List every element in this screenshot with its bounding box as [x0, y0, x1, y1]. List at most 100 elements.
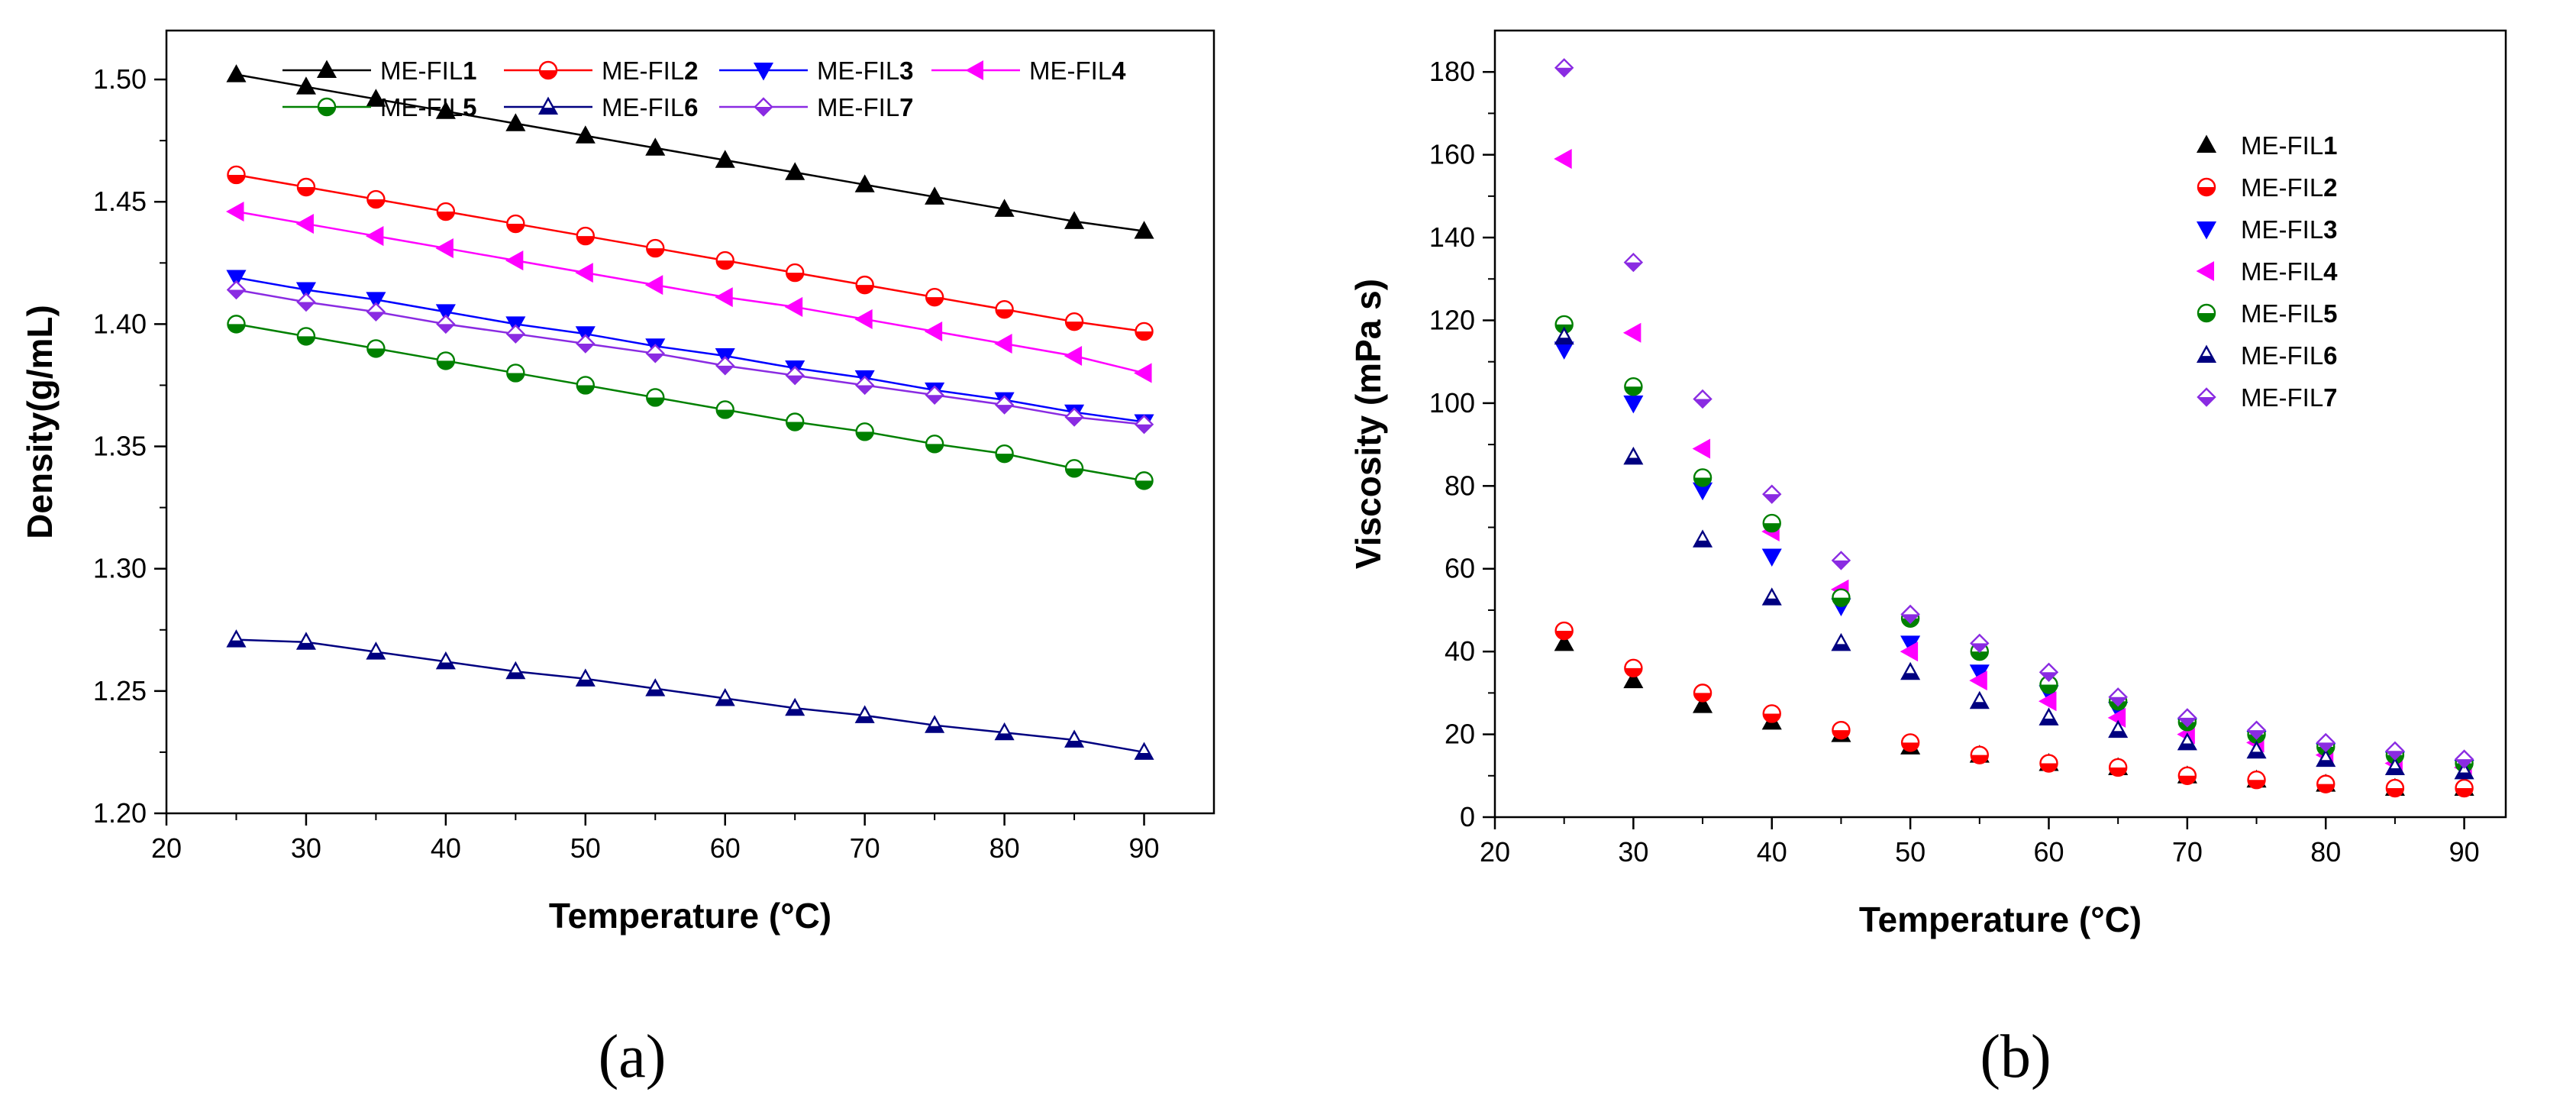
density-point-me-fil7 [505, 324, 526, 344]
density-point-me-fil1 [994, 199, 1015, 217]
density-y-tick-label: 1.35 [93, 431, 147, 462]
viscosity-legend-marker-me-fil7 [2197, 387, 2216, 407]
viscosity-y-tick-label: 60 [1445, 553, 1475, 584]
density-point-me-fil7 [366, 302, 386, 322]
density-point-me-fil7 [436, 314, 456, 334]
density-point-me-fil6 [435, 651, 456, 670]
viscosity-point-me-fil2 [2385, 778, 2405, 798]
density-point-me-fil5 [715, 400, 734, 419]
panel-label-a: (a) [599, 1023, 667, 1091]
density-point-me-fil1 [435, 101, 456, 119]
viscosity-point-me-fil7 [2385, 741, 2405, 761]
viscosity-legend-marker-me-fil3 [2196, 221, 2217, 240]
viscosity-point-me-fil2 [2316, 774, 2336, 793]
viscosity-legend-label-me-fil1: ME-FIL1 [2241, 131, 2338, 160]
density-plot-frame [165, 29, 1215, 815]
viscosity-series-me-fil2 [1554, 621, 2474, 798]
density-legend-label-me-fil5: ME-FIL5 [380, 93, 477, 121]
density-line-me-fil6 [236, 638, 1144, 754]
density-point-me-fil7 [785, 365, 805, 386]
density-point-me-fil4 [575, 263, 593, 283]
viscosity-y-tick-label: 180 [1429, 56, 1475, 87]
viscosity-y-tick-label: 20 [1445, 719, 1475, 750]
density-point-me-fil4 [644, 275, 663, 296]
density-point-me-fil7 [1134, 415, 1154, 435]
density-point-me-fil3 [295, 282, 316, 301]
viscosity-point-me-fil2 [1970, 745, 1989, 764]
density-point-me-fil5 [366, 339, 386, 358]
viscosity-x-tick-label: 80 [2310, 836, 2341, 868]
density-point-me-fil2 [785, 263, 805, 283]
viscosity-point-me-fil7 [1693, 389, 1712, 409]
viscosity-legend-marker-me-fil4 [2196, 260, 2215, 282]
viscosity-point-me-fil6 [2039, 707, 2059, 726]
density-point-me-fil7 [1064, 407, 1084, 427]
density-point-me-fil7 [576, 334, 596, 354]
density-point-me-fil6 [1134, 742, 1154, 760]
viscosity-point-me-fil2 [1762, 704, 1781, 723]
viscosity-point-me-fil2 [1554, 621, 1574, 641]
viscosity-point-me-fil2 [2039, 754, 2058, 773]
viscosity-point-me-fil4 [1622, 322, 1641, 343]
density-point-me-fil1 [715, 150, 735, 168]
viscosity-point-me-fil2 [1832, 720, 1851, 740]
density-point-me-fil4 [784, 296, 803, 317]
density-series-me-fil5 [227, 315, 1154, 490]
density-legend-marker-me-fil1 [316, 60, 337, 79]
viscosity-x-tick-label: 20 [1480, 836, 1510, 868]
density-x-tick-label: 80 [989, 832, 1020, 864]
density-point-me-fil4 [1064, 345, 1083, 367]
viscosity-point-me-fil2 [2455, 778, 2474, 798]
density-point-me-fil2 [925, 287, 944, 307]
viscosity-point-me-fil5 [2039, 675, 2058, 694]
density-point-me-fil7 [645, 344, 665, 364]
viscosity-point-me-fil7 [2454, 749, 2474, 769]
viscosity-point-me-fil6 [2384, 757, 2405, 775]
density-point-me-fil6 [505, 661, 526, 680]
viscosity-x-axis-label: Temperature (°C) [1859, 900, 2142, 939]
density-legend-label-me-fil2: ME-FIL2 [602, 57, 699, 85]
density-line-me-fil3 [236, 276, 1144, 423]
density-point-me-fil6 [925, 715, 945, 733]
viscosity-point-me-fil2 [1900, 733, 1920, 752]
density-y-tick-label: 1.30 [93, 553, 147, 584]
viscosity-point-me-fil7 [2246, 720, 2267, 740]
density-point-me-fil5 [576, 376, 595, 395]
density-x-tick-label: 30 [291, 832, 321, 864]
viscosity-point-me-fil2 [1624, 658, 1643, 678]
viscosity-point-me-fil5 [1693, 468, 1712, 487]
density-point-me-fil6 [994, 722, 1015, 741]
viscosity-y-axis-label: Viscosity (mPa s) [1348, 279, 1388, 569]
viscosity-point-me-fil4 [1900, 641, 1919, 662]
viscosity-point-me-fil6 [2246, 740, 2267, 759]
density-y-tick-label: 1.45 [93, 186, 147, 217]
viscosity-legend-label-me-fil4: ME-FIL4 [2241, 257, 2338, 286]
density-line-me-fil7 [236, 289, 1144, 425]
density-legend-marker-me-fil7 [754, 97, 773, 117]
density-series-me-fil2 [227, 165, 1154, 341]
viscosity-y-tick-label: 0 [1460, 801, 1475, 832]
density-point-me-fil6 [785, 697, 805, 716]
viscosity-point-me-fil4 [1692, 438, 1711, 459]
density-point-me-fil6 [854, 705, 875, 723]
density-point-me-fil5 [855, 422, 874, 441]
viscosity-point-me-fil7 [2177, 708, 2197, 728]
density-x-tick-label: 40 [431, 832, 461, 864]
viscosity-point-me-fil7 [1762, 484, 1782, 504]
viscosity-point-me-fil7 [1623, 252, 1644, 273]
viscosity-y-tick-label: 80 [1445, 470, 1475, 501]
density-chart: 20 30 40 50 60 70 80 90 1.20 1.25 1.30 1.35 1.40 1.45… [20, 29, 1215, 936]
viscosity-point-me-fil1 [1554, 632, 1574, 651]
density-legend-label-me-fil3: ME-FIL3 [817, 57, 914, 85]
viscosity-chart: 20 30 40 50 60 70 80 90020406080100120140160180… [1348, 29, 2507, 939]
density-series-me-fil7 [226, 280, 1154, 435]
density-legend-label-me-fil7: ME-FIL7 [817, 93, 914, 121]
viscosity-point-me-fil6 [1761, 587, 1782, 606]
viscosity-point-me-fil7 [1554, 58, 1574, 78]
density-point-me-fil5 [1135, 471, 1154, 490]
viscosity-legend-label-me-fil6: ME-FIL6 [2241, 341, 2338, 370]
viscosity-point-me-fil4 [1554, 149, 1572, 170]
density-point-me-fil5 [785, 412, 805, 431]
density-point-me-fil5 [646, 388, 665, 407]
